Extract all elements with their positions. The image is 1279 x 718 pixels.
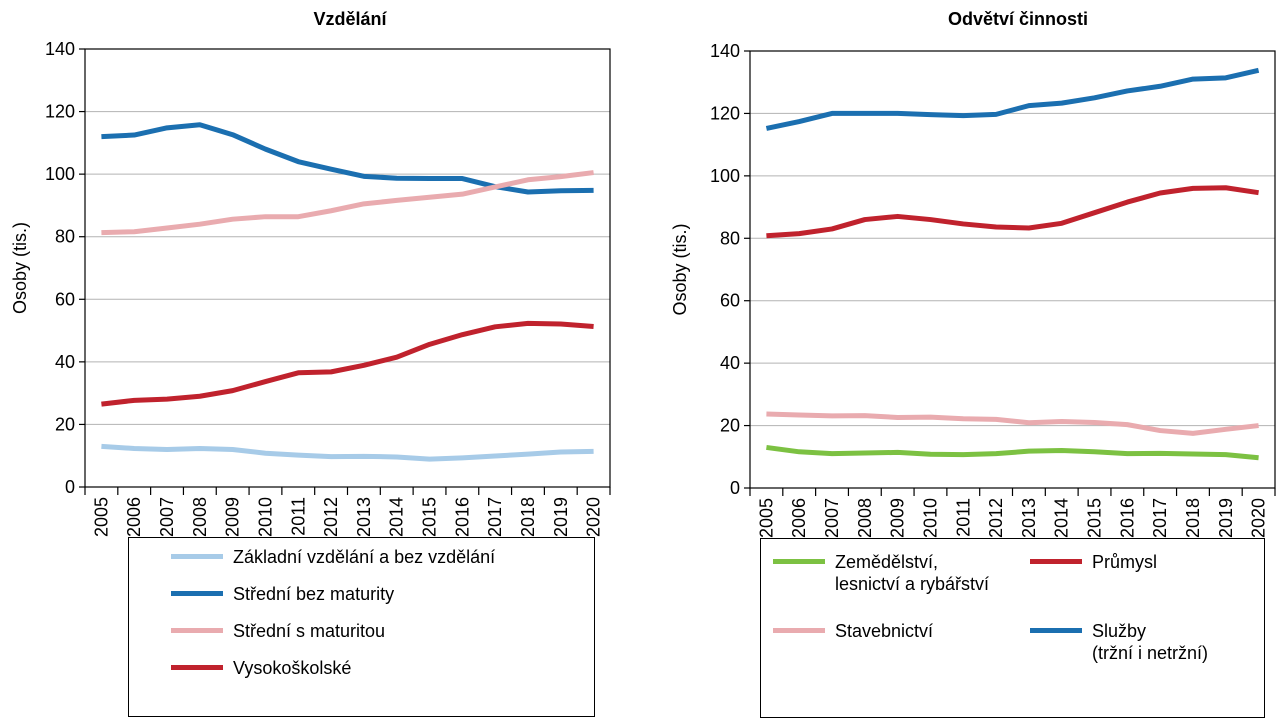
y-tick-label: 0 <box>730 478 740 498</box>
x-tick-label: 2009 <box>888 498 908 538</box>
legend-item: Střední s maturitou <box>171 620 594 657</box>
y-tick-label: 100 <box>45 164 75 184</box>
y-tick-label: 20 <box>720 416 740 436</box>
x-tick-label: 2013 <box>354 497 374 537</box>
charts: 0 20 40 60 80 100 120 140 2005 2006 2007 2008 2009 20… <box>10 9 1276 538</box>
y-tick-label: 40 <box>55 352 75 372</box>
legend-swatch <box>773 628 825 633</box>
x-tick-label: 2010 <box>920 498 940 538</box>
x-tick-label: 2017 <box>485 497 505 537</box>
x-tick-label: 2011 <box>288 497 308 536</box>
x-tick-label: 2007 <box>157 497 177 537</box>
x-tick-label: 2014 <box>387 497 407 537</box>
x-tick-label: 2006 <box>789 498 809 538</box>
legend-label: Základní vzdělání a bez vzdělání <box>233 547 496 567</box>
x-tick-label: 2008 <box>190 497 210 537</box>
legend-item: Vysokoškolské <box>171 657 594 694</box>
x-tick-label: 2016 <box>1117 498 1137 538</box>
y-tick-label: 80 <box>720 228 740 248</box>
series-line <box>101 320 594 407</box>
x-tick-label: 2018 <box>1183 498 1203 538</box>
legend-swatch <box>1030 559 1082 564</box>
x-tick-label: 2011 <box>953 498 973 537</box>
legend-swatch <box>171 591 223 596</box>
legend-item: Základní vzdělání a bez vzdělání <box>171 546 594 583</box>
series-line <box>765 67 1260 131</box>
legend-label: Zemědělství, lesnictví a rybářství <box>835 552 990 594</box>
y-tick-label: 60 <box>55 289 75 309</box>
x-tick-label: 2013 <box>1019 498 1039 538</box>
y-tick-label: 20 <box>55 414 75 434</box>
legend-swatch <box>171 554 223 559</box>
legend-item: Stavebnictví <box>773 620 1030 689</box>
legend-label: Průmysl <box>1092 552 1158 572</box>
x-tick-label: 2009 <box>223 497 243 537</box>
chart-title: Odvětví činnosti <box>948 9 1088 29</box>
x-tick-label: 2005 <box>91 497 111 537</box>
x-tick-label: 2015 <box>420 497 440 537</box>
x-tick-label: 2005 <box>756 498 776 538</box>
legend-label: Vysokoškolské <box>233 658 352 678</box>
x-tick-label: 2010 <box>255 497 275 537</box>
y-axis-label: Osoby (tis.) <box>10 222 30 314</box>
x-tick-label: 2007 <box>822 498 842 538</box>
y-tick-label: 120 <box>710 103 740 123</box>
legend-label: Střední bez maturity <box>233 584 395 604</box>
y-axis-label: Osoby (tis.) <box>670 223 690 315</box>
series-line <box>766 411 1259 436</box>
legend-swatch <box>171 665 223 670</box>
series-line <box>101 170 594 236</box>
x-tick-label: 2008 <box>855 498 875 538</box>
y-tick-label: 140 <box>710 41 740 61</box>
y-tick-label: 40 <box>720 353 740 373</box>
legend-item: Střední bez maturity <box>171 583 594 620</box>
legend-swatch <box>773 559 825 564</box>
plot-frame <box>749 50 1276 489</box>
legend-item: Průmysl <box>1030 551 1264 620</box>
x-tick-label: 2016 <box>452 497 472 537</box>
series-line <box>766 185 1259 239</box>
x-tick-label: 2006 <box>124 497 144 537</box>
plot-frame <box>84 48 611 488</box>
x-tick-label: 2019 <box>551 497 571 537</box>
series-line <box>101 122 594 195</box>
series-line <box>101 443 594 462</box>
legend-item: Zemědělství, lesnictví a rybářství <box>773 551 1030 620</box>
x-tick-label: 2015 <box>1085 498 1105 538</box>
y-tick-label: 120 <box>45 102 75 122</box>
series-line <box>766 444 1259 461</box>
legend-label: Střední s maturitou <box>233 621 386 641</box>
x-tick-label: 2014 <box>1052 498 1072 538</box>
legend-swatch <box>171 628 223 633</box>
x-tick-label: 2019 <box>1216 498 1236 538</box>
x-tick-label: 2020 <box>1249 498 1269 538</box>
x-tick-label: 2017 <box>1150 498 1170 538</box>
legend: Zemědělství, lesnictví a rybářství Průmys… <box>760 538 1265 718</box>
y-tick-label: 100 <box>710 166 740 186</box>
legend: Základní vzdělání a bez vzdělání Střední … <box>128 537 595 717</box>
legend-label: Stavebnictví <box>835 621 934 641</box>
x-tick-label: 2012 <box>321 497 341 537</box>
legend-label: Služby (tržní i netržní) <box>1092 621 1209 663</box>
y-tick-label: 60 <box>720 291 740 311</box>
y-tick-label: 0 <box>65 477 75 497</box>
legend-swatch <box>1030 628 1082 633</box>
chart-title: Vzdělání <box>313 9 387 29</box>
y-tick-label: 80 <box>55 227 75 247</box>
legend-item: Služby (tržní i netržní) <box>1030 620 1264 689</box>
y-tick-label: 140 <box>45 39 75 59</box>
x-tick-label: 2012 <box>986 498 1006 538</box>
x-tick-label: 2020 <box>584 497 604 537</box>
x-tick-label: 2018 <box>518 497 538 537</box>
